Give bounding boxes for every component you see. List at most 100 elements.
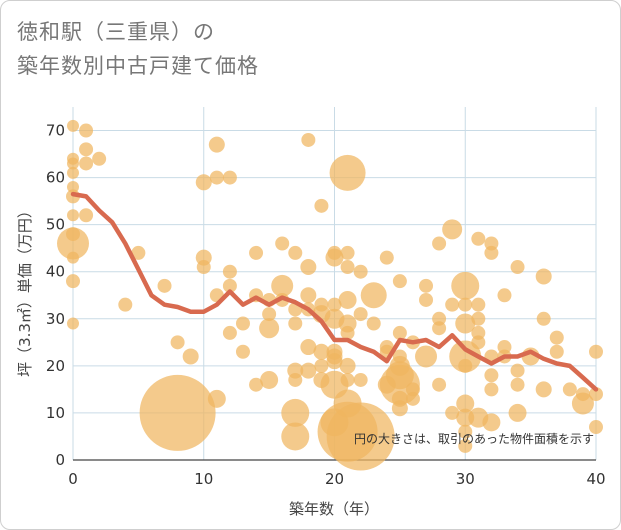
bubble-point [326, 353, 343, 370]
size-note: 円の大きさは、取引のあった物件面積を示す [354, 431, 594, 446]
bubble-point [67, 209, 79, 222]
bubble-point [508, 403, 527, 422]
bubble-point [222, 170, 237, 185]
bubble-point [339, 357, 356, 374]
bubble-point [571, 392, 594, 415]
y-tick-label: 30 [46, 310, 65, 328]
bubble-point [314, 358, 329, 373]
bubble-point [139, 374, 216, 451]
bubble-point [455, 313, 476, 334]
bubble-point [235, 344, 250, 359]
bubble-point [510, 363, 525, 378]
bubble-point [445, 405, 460, 420]
bubble-point [67, 317, 79, 330]
bubble-point [353, 307, 368, 322]
x-tick-label: 30 [456, 470, 475, 488]
bubble-point [67, 119, 79, 132]
bubble-point [549, 344, 564, 359]
bubble-point [79, 123, 94, 138]
bubble-point [260, 370, 279, 389]
bubble-point [482, 413, 501, 432]
x-tick-label: 10 [194, 470, 213, 488]
x-tick-label: 20 [325, 470, 344, 488]
bubble-point [510, 260, 525, 275]
y-axis-label: 坪（3.3㎡）単価（万円） [16, 203, 34, 377]
bubble-point [442, 219, 463, 240]
bubble-point [360, 282, 387, 309]
bubble-point [405, 391, 420, 406]
bubble-point [57, 227, 89, 260]
bubble-point [419, 278, 434, 293]
bubble-point [300, 362, 317, 379]
bubble-point [536, 311, 551, 326]
bubble-point [484, 368, 499, 383]
bubble-point [484, 245, 499, 260]
chart-title-line-1: 徳和駅（三重県）の [17, 20, 215, 44]
bubble-point [196, 260, 211, 275]
bubble-point [353, 264, 368, 279]
bubble-point [66, 274, 80, 289]
bubble-point [271, 274, 294, 297]
bubble-point [79, 208, 94, 223]
bubble-point [281, 422, 310, 451]
bubble-point [326, 402, 395, 471]
bubble-point [209, 170, 224, 185]
bubble-point [222, 325, 237, 340]
y-tick-label: 40 [46, 263, 65, 281]
bubble-point [67, 157, 79, 170]
bubble-point [281, 398, 310, 427]
bubble-point [449, 340, 482, 373]
bubble-point [314, 198, 329, 213]
bubble-point [67, 251, 79, 264]
bubble-point [589, 387, 603, 402]
bubble-point [432, 321, 447, 336]
trend-line [70, 191, 599, 392]
chart-title: 徳和駅（三重県）の 築年数別中古戸建て価格 [17, 15, 259, 83]
bubble-point [432, 377, 447, 392]
bubble-point [535, 381, 552, 398]
bubble-point [157, 278, 172, 293]
bubble-point [451, 271, 480, 300]
bubble-point [340, 260, 355, 275]
bubble-point [458, 438, 473, 453]
x-tick-label: 40 [586, 470, 605, 488]
bubble-point [249, 245, 264, 260]
bubble-point [562, 382, 577, 397]
bubble-point [366, 316, 381, 331]
y-tick-label: 20 [46, 357, 65, 375]
chart-title-line-2: 築年数別中古戸建て価格 [17, 54, 259, 78]
bubble-point [325, 248, 344, 267]
bubble-point [329, 154, 366, 191]
bubble-point [222, 264, 237, 279]
bubble-point [300, 259, 317, 276]
bubble-point [379, 250, 394, 265]
bubble-point [288, 245, 303, 260]
bubble-point [415, 345, 438, 368]
bubble-point [432, 236, 447, 251]
bubble-point [392, 325, 407, 340]
bubble-point [391, 400, 408, 417]
bubble-point [458, 297, 473, 312]
y-tick-label: 0 [55, 451, 65, 469]
bubble-point [458, 424, 473, 439]
bubble-point [419, 292, 434, 307]
bubble-point [262, 307, 277, 322]
bubble-point [392, 274, 407, 289]
bubble-point [92, 151, 107, 166]
bubble-point [79, 156, 94, 171]
x-axis-label: 築年数（年） [289, 500, 379, 518]
bubble-point [118, 297, 133, 312]
bubble-point [471, 297, 486, 312]
bubble-point [340, 325, 355, 340]
bubble-point [300, 339, 317, 356]
bubble-point [300, 287, 317, 304]
x-tick-label: 0 [68, 470, 78, 488]
bubble-point [301, 132, 316, 147]
bubble-point [456, 394, 475, 413]
bubble-point [510, 377, 525, 392]
bubble-point [535, 268, 552, 285]
bubble-point [249, 377, 264, 392]
y-tick-label: 60 [46, 169, 65, 187]
bubble-point [458, 358, 473, 373]
